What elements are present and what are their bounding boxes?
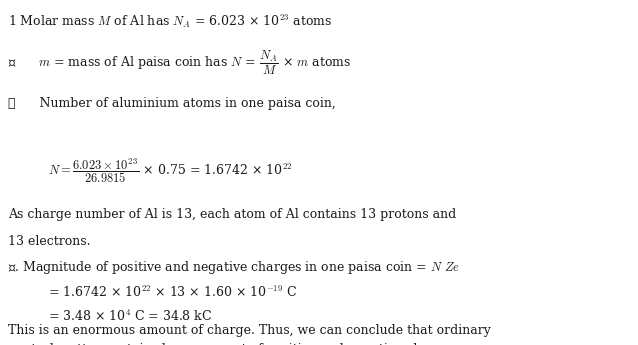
Text: 13 electrons.: 13 electrons.	[8, 235, 90, 248]
Text: ∴      $m$ = mass of Al paisa coin has $N$ = $\dfrac{N_A}{M}$ × $m$ atoms: ∴ $m$ = mass of Al paisa coin has $N$ = …	[8, 49, 351, 77]
Text: neutral matter contains large amount of positive and negative charges.: neutral matter contains large amount of …	[8, 343, 460, 345]
Text: As charge number of Al is 13, each atom of Al contains 13 protons and: As charge number of Al is 13, each atom …	[8, 208, 456, 221]
Text: $N = \dfrac{6.023 \times 10^{23}}{26.9815}$ × 0.75 = 1.6742 × 10$^{22}$: $N = \dfrac{6.023 \times 10^{23}}{26.981…	[48, 156, 292, 185]
Text: ∴. Magnitude of positive and negative charges in one paisa coin = $N$ $Ze$: ∴. Magnitude of positive and negative ch…	[8, 259, 460, 276]
Text: 1 Molar mass $M$ of Al has $N_A$ = 6.023 × 10$^{23}$ atoms: 1 Molar mass $M$ of Al has $N_A$ = 6.023…	[8, 13, 332, 30]
Text: = 3.48 × 10$^4$ C = 34.8 kC: = 3.48 × 10$^4$ C = 34.8 kC	[48, 309, 212, 324]
Text: ∴      Number of aluminium atoms in one paisa coin,: ∴ Number of aluminium atoms in one paisa…	[8, 97, 336, 110]
Text: This is an enormous amount of charge. Thus, we can conclude that ordinary: This is an enormous amount of charge. Th…	[8, 324, 491, 337]
Text: = 1.6742 × 10$^{22}$ × 13 × 1.60 × 10$^{-19}$ C: = 1.6742 × 10$^{22}$ × 13 × 1.60 × 10$^{…	[48, 285, 297, 300]
